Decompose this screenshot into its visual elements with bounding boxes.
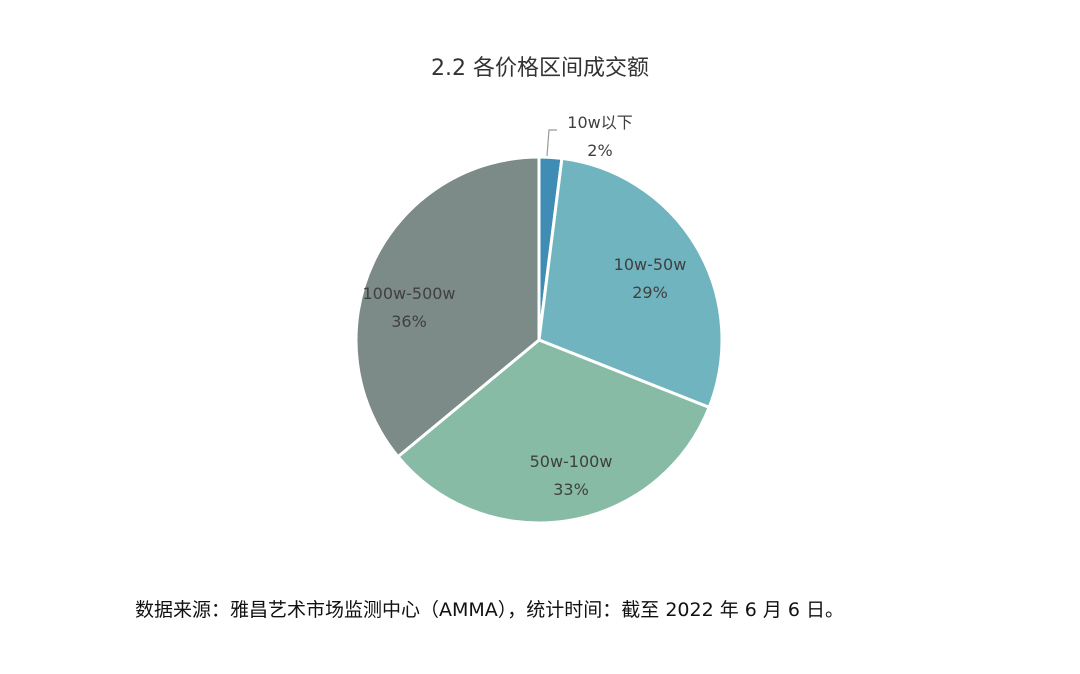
- slice-label-1: 10w-50w: [614, 255, 687, 274]
- slice-percent-0: 2%: [587, 141, 612, 160]
- slice-percent-1: 29%: [632, 283, 668, 302]
- slice-label-0: 10w以下: [567, 113, 632, 132]
- leader-line: [546, 129, 557, 157]
- chart-title: 2.2 各价格区间成交额: [431, 56, 649, 81]
- data-source-note: 数据来源：雅昌艺术市场监测中心（AMMA），统计时间：截至 2022 年 6 月…: [135, 599, 845, 621]
- slice-label-3: 100w-500w: [362, 284, 455, 303]
- pie-slice-2: [395, 338, 712, 525]
- pie-slice-3: [354, 155, 541, 459]
- pie-slice-1: [537, 156, 724, 410]
- slice-percent-3: 36%: [391, 312, 427, 331]
- slice-percent-2: 33%: [553, 480, 589, 499]
- slice-label-2: 50w-100w: [530, 452, 613, 471]
